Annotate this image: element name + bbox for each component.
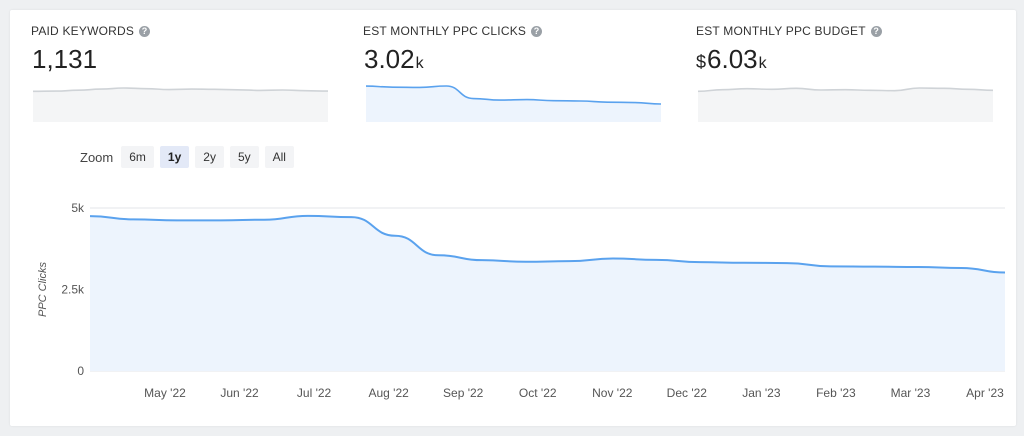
help-icon[interactable]: ? bbox=[531, 25, 543, 37]
sparkline-ppc-clicks bbox=[366, 85, 661, 122]
x-tick-label: Nov '22 bbox=[592, 386, 633, 400]
x-tick-label: Aug '22 bbox=[368, 386, 409, 400]
kpi-value: $6.03k bbox=[696, 44, 996, 79]
x-tick-label: Jan '23 bbox=[742, 386, 781, 400]
x-tick-label: Oct '22 bbox=[519, 386, 557, 400]
zoom-5y-button[interactable]: 5y bbox=[229, 146, 259, 168]
zoom-all-button[interactable]: All bbox=[264, 146, 294, 168]
help-icon[interactable]: ? bbox=[139, 25, 151, 37]
x-tick-label: Dec '22 bbox=[667, 386, 708, 400]
y-tick-label: 2.5k bbox=[61, 283, 85, 297]
help-icon[interactable]: ? bbox=[870, 25, 882, 37]
sparkline-paid-keywords bbox=[33, 87, 328, 122]
overview-panel: PAID KEYWORDS ? 1,131 EST MONTHLY PPC CL… bbox=[10, 10, 1016, 426]
y-axis-label: PPC Clicks bbox=[37, 262, 49, 318]
kpi-value: 1,131 bbox=[31, 44, 331, 79]
kpi-ppc-budget: EST MONTHLY PPC BUDGET ? $6.03k bbox=[696, 24, 996, 79]
kpi-value: 3.02k bbox=[363, 44, 663, 79]
kpi-value-number: 6.03 bbox=[707, 44, 758, 74]
sparkline-ppc-clicks-line bbox=[366, 85, 661, 105]
sparkline-paid-keywords-area bbox=[33, 88, 328, 122]
zoom-controls: Zoom 6m 1y 2y 5y All bbox=[80, 146, 294, 168]
kpi-value-suffix: k bbox=[415, 55, 424, 72]
kpi-label: PAID KEYWORDS bbox=[31, 24, 135, 38]
kpi-label: EST MONTHLY PPC CLICKS bbox=[363, 24, 527, 38]
y-tick-label: 5k bbox=[71, 201, 85, 215]
kpi-value-number: 3.02 bbox=[364, 44, 415, 74]
kpi-paid-keywords: PAID KEYWORDS ? 1,131 bbox=[31, 24, 331, 79]
zoom-label: Zoom bbox=[80, 149, 114, 165]
x-tick-label: Jul '22 bbox=[297, 386, 332, 400]
x-tick-label: Jun '22 bbox=[220, 386, 259, 400]
kpi-value-suffix: k bbox=[758, 55, 767, 72]
ppc-clicks-chart: 0 2.5k 5k PPC Clicks May '22 Jun '22 Jul '22 Au… bbox=[37, 201, 1006, 400]
x-tick-label: Sep '22 bbox=[443, 386, 484, 400]
x-tick-label: Mar '23 bbox=[891, 386, 931, 400]
sparkline-ppc-budget-area bbox=[698, 88, 993, 122]
zoom-6m-button[interactable]: 6m bbox=[121, 146, 154, 168]
kpi-value-prefix: $ bbox=[696, 52, 707, 72]
series-area bbox=[90, 215, 1005, 371]
sparkline-ppc-clicks-area bbox=[366, 86, 661, 122]
y-tick-label: 0 bbox=[77, 364, 84, 378]
kpi-label: EST MONTHLY PPC BUDGET bbox=[696, 24, 866, 38]
x-tick-label: May '22 bbox=[144, 386, 186, 400]
sparkline-ppc-budget-line bbox=[698, 87, 993, 93]
sparkline-paid-keywords-line bbox=[33, 87, 328, 93]
x-tick-label: Feb '23 bbox=[816, 386, 856, 400]
zoom-2y-button[interactable]: 2y bbox=[195, 146, 224, 168]
kpi-ppc-clicks: EST MONTHLY PPC CLICKS ? 3.02k bbox=[363, 24, 663, 79]
x-tick-label: Apr '23 bbox=[966, 386, 1004, 400]
kpi-value-number: 1,131 bbox=[32, 44, 98, 74]
zoom-1y-button[interactable]: 1y bbox=[159, 146, 190, 168]
sparkline-ppc-budget bbox=[698, 87, 993, 122]
series-line[interactable] bbox=[89, 214, 1006, 274]
